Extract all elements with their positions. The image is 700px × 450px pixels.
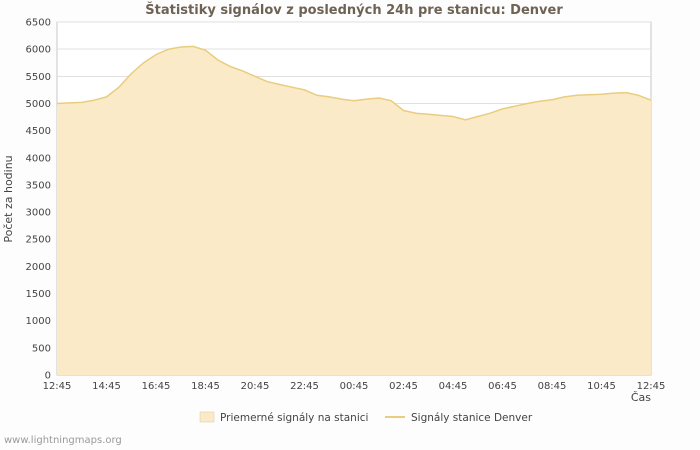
svg-text:4500: 4500 (26, 126, 51, 137)
svg-text:4000: 4000 (26, 153, 51, 164)
svg-text:16:45: 16:45 (142, 381, 171, 392)
legend-label-average-signals: Priemerné signály na stanici (220, 412, 368, 424)
x-axis-tick-labels: 12:45 14:45 16:45 18:45 20:45 22:45 00:45 02:45… (43, 381, 666, 392)
svg-text:1000: 1000 (26, 316, 51, 327)
legend: Priemerné signály na stanici Signály sta… (199, 411, 533, 424)
svg-text:0: 0 (45, 371, 51, 382)
watermark-link: www.lightningmaps.org (4, 435, 122, 446)
y-axis-tick-labels: 0 500 1000 1500 2000 2500 3000 3500 4000 4500 5000… (26, 18, 51, 382)
svg-text:08:45: 08:45 (538, 381, 567, 392)
svg-text:10:45: 10:45 (587, 381, 616, 392)
legend-swatch-average-signals-icon (199, 411, 215, 423)
svg-text:5000: 5000 (26, 99, 51, 110)
svg-text:3000: 3000 (26, 208, 51, 219)
svg-text:6000: 6000 (26, 45, 51, 56)
legend-label-station-denver: Signály stanice Denver (411, 412, 533, 424)
area-series-average-signals (57, 46, 651, 376)
svg-text:1500: 1500 (26, 289, 51, 300)
svg-text:20:45: 20:45 (241, 381, 270, 392)
y-axis-label: Počet za hodinu (2, 155, 15, 242)
svg-text:2500: 2500 (26, 235, 51, 246)
line-series-station-denver (56, 45, 652, 121)
svg-text:22:45: 22:45 (290, 381, 319, 392)
svg-text:06:45: 06:45 (488, 381, 517, 392)
svg-text:00:45: 00:45 (340, 381, 369, 392)
svg-text:14:45: 14:45 (92, 381, 121, 392)
x-axis-label: Čas (631, 391, 651, 404)
svg-text:04:45: 04:45 (439, 381, 468, 392)
svg-text:5500: 5500 (26, 72, 51, 83)
svg-text:500: 500 (32, 343, 51, 354)
svg-text:18:45: 18:45 (191, 381, 220, 392)
svg-text:3500: 3500 (26, 180, 51, 191)
svg-text:6500: 6500 (26, 18, 51, 29)
svg-text:12:45: 12:45 (637, 381, 666, 392)
svg-text:12:45: 12:45 (43, 381, 72, 392)
svg-text:02:45: 02:45 (389, 381, 418, 392)
chart-title: Štatistiky signálov z posledných 24h pre… (145, 2, 563, 18)
svg-text:2000: 2000 (26, 262, 51, 273)
